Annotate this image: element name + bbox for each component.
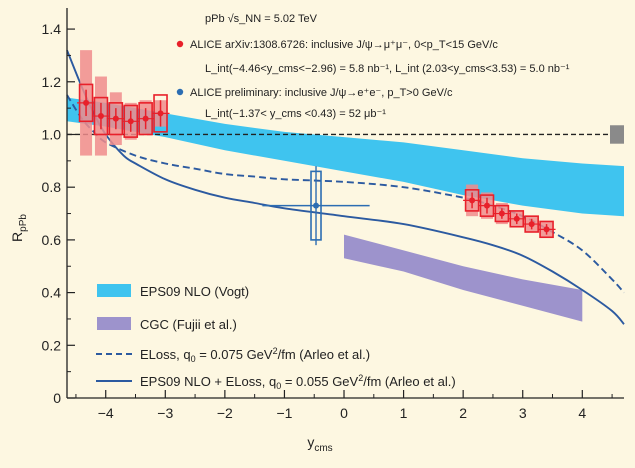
data-point-s1-p0 (469, 197, 476, 204)
x-tick-label: −3 (157, 405, 173, 421)
y-tick-label: 0.2 (42, 337, 62, 353)
legend-label-eps09: EPS09 NLO (Vogt) (140, 284, 249, 299)
data-point-s0-p4 (142, 115, 149, 122)
legend: EPS09 NLO (Vogt) CGC (Fujii et al.) ELos… (96, 284, 456, 391)
data-point-s1-p2 (498, 210, 505, 217)
band-eps09 (67, 97, 624, 217)
y-tick-label: 0.6 (42, 232, 62, 248)
y-axis-label: RpPb (9, 214, 29, 242)
legend-label-cgc: CGC (Fujii et al.) (140, 317, 237, 332)
y-tick-label: 0.8 (42, 179, 62, 195)
data-point-s1-p3 (513, 215, 520, 222)
data-point-s1-p5 (543, 226, 550, 233)
x-tick-label: 2 (459, 405, 467, 421)
y-tick-label: 1.2 (42, 74, 62, 90)
x-tick-label: 3 (519, 405, 527, 421)
legend-label-eloss: ELoss, q0 = 0.075 GeV2/fm (Arleo et al.) (140, 346, 370, 364)
legend-label-eps09-eloss: EPS09 NLO + ELoss, q0 = 0.055 GeV2/fm (A… (140, 373, 456, 391)
legend-swatch-eps09 (97, 284, 131, 297)
theory-bands (67, 97, 624, 322)
data-point-s0-p3 (127, 118, 134, 125)
annotation-lumi-ee: L_int(−1.37< y_cms <0.43) = 52 μb⁻¹ (205, 108, 386, 120)
legend-marker-red (176, 40, 184, 48)
annotation-alice-ee: ALICE preliminary: inclusive J/ψ→e⁺e⁻, p… (190, 87, 453, 99)
global-uncertainty-box (610, 125, 624, 144)
annotation-lumi-mumu: L_int(−4.46<y_cms<−2.96) = 5.8 nb⁻¹, L_i… (205, 63, 570, 75)
y-tick-label: 0 (53, 390, 61, 406)
data-point-s0-p1 (97, 113, 104, 120)
x-tick-label: −1 (276, 405, 292, 421)
y-tick-label: 0.4 (42, 285, 62, 301)
syst-box-s2-p0 (310, 170, 322, 241)
data-point-s0-p2 (112, 115, 119, 122)
data-point-s0-p5 (157, 110, 164, 117)
legend-swatch-cgc (97, 317, 131, 330)
y-tick-label: 1.4 (42, 21, 62, 37)
data-point-s0-p0 (83, 99, 90, 106)
annotation-alice-mumu: ALICE arXiv:1308.6726: inclusive J/ψ→μ⁺μ… (190, 39, 498, 51)
x-axis-label: ycms (307, 434, 332, 454)
legend-marker-blue (176, 88, 184, 96)
x-tick-label: −4 (98, 405, 114, 421)
y-tick-label: 1.0 (42, 126, 62, 142)
x-tick-label: 1 (400, 405, 408, 421)
annotation-block: pPb √s_NN = 5.02 TeV ALICE arXiv:1308.67… (176, 13, 570, 120)
x-tick-label: 0 (340, 405, 348, 421)
data-point-s1-p1 (483, 202, 490, 209)
data-point-s2-p0 (313, 202, 320, 209)
x-tick-label: 4 (578, 405, 586, 421)
axis-ticks: −4 −3 −2 −1 0 1 2 3 4 0 0.2 0.4 0.6 0.8 1.0 1.2 1.4 (42, 21, 613, 421)
x-tick-label: −2 (217, 405, 233, 421)
annotation-collision: pPb √s_NN = 5.02 TeV (205, 13, 318, 25)
data-point-s1-p4 (528, 221, 535, 228)
band-cgc (344, 234, 583, 322)
alice-data-points (77, 50, 556, 246)
